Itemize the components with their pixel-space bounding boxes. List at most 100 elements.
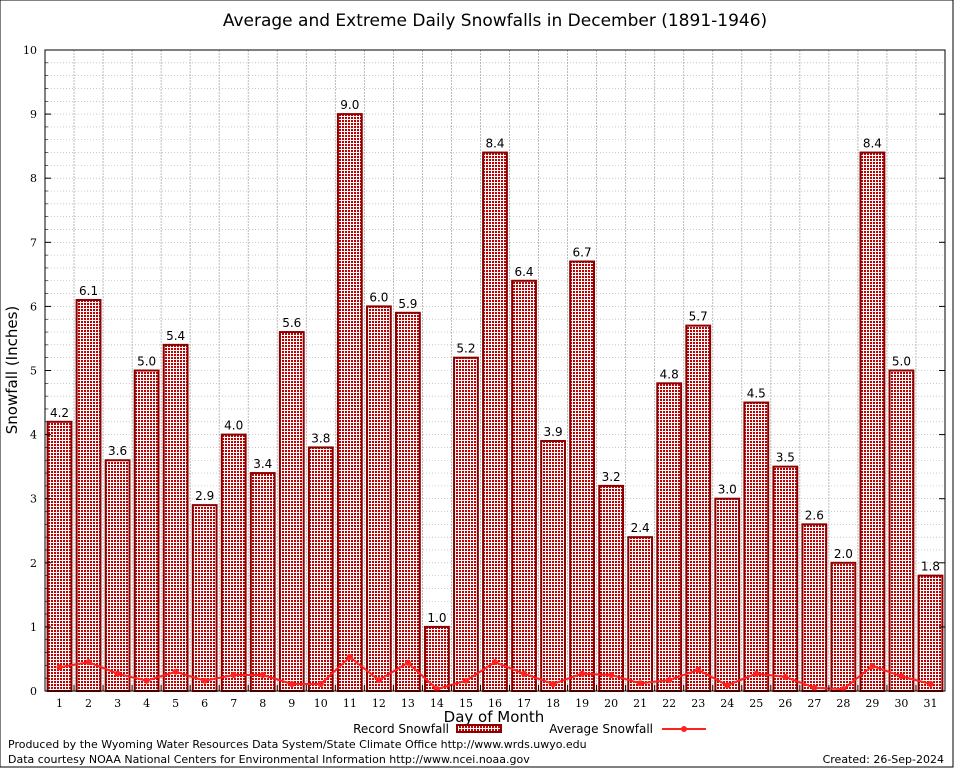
x-tick-label: 5 [172, 697, 179, 710]
x-tick-label: 29 [865, 697, 879, 710]
bar-label: 5.0 [137, 355, 156, 369]
average-point [375, 677, 382, 684]
bar-label: 3.9 [544, 425, 563, 439]
x-tick-label: 19 [575, 697, 589, 710]
average-point [782, 673, 789, 680]
average-point [579, 670, 586, 677]
bar-label: 8.4 [485, 137, 504, 151]
average-point [492, 659, 498, 666]
y-tick-label: 2 [30, 557, 37, 570]
x-tick-label: 6 [201, 697, 208, 710]
x-tick-label: 16 [488, 697, 502, 710]
bar-record [511, 279, 537, 692]
average-point [462, 677, 469, 684]
bar-label: 2.6 [805, 508, 824, 522]
bar-label: 3.5 [776, 451, 795, 465]
bar-record [627, 536, 654, 692]
y-tick-label: 10 [23, 44, 37, 57]
x-tick-label: 18 [546, 697, 560, 710]
average-point [404, 659, 411, 666]
bar-label: 6.4 [514, 265, 533, 279]
x-tick-label: 31 [923, 697, 937, 710]
x-tick-label: 17 [517, 697, 531, 710]
bar-label: 2.9 [195, 489, 214, 503]
bar-record [365, 305, 392, 692]
average-point [230, 671, 237, 678]
average-point [346, 654, 353, 661]
x-tick-label: 4 [143, 697, 150, 710]
average-point [143, 677, 150, 684]
footer-producer: Produced by the Wyoming Water Resources … [8, 738, 587, 751]
bar-record [859, 151, 886, 692]
x-tick-label: 2 [85, 697, 92, 710]
y-tick-label: 0 [30, 685, 37, 698]
x-tick-label: 14 [430, 697, 444, 710]
average-point [317, 680, 324, 687]
bar-label: 3.2 [602, 470, 621, 484]
x-tick-label: 1 [56, 697, 63, 710]
y-tick-label: 8 [30, 172, 37, 185]
x-tick-label: 8 [259, 697, 266, 710]
average-point [172, 668, 179, 675]
bar-label: 6.1 [79, 284, 98, 298]
average-point [85, 659, 92, 666]
y-tick-label: 9 [30, 108, 37, 121]
average-point [869, 663, 876, 670]
bar-record [336, 113, 363, 693]
bar-record [656, 382, 683, 692]
bar-record [395, 311, 421, 692]
bar-label: 3.6 [108, 444, 127, 458]
bar-label: 5.2 [456, 342, 475, 356]
y-tick-label: 5 [30, 365, 37, 378]
bar-record [278, 331, 305, 692]
bar-label: 4.8 [660, 367, 679, 381]
bar-label: 4.5 [747, 387, 766, 401]
y-tick-label: 1 [30, 621, 37, 634]
legend-record-label: Record Snowfall [353, 722, 449, 736]
x-tick-label: 15 [459, 697, 473, 710]
x-tick-label: 23 [691, 697, 705, 710]
x-tick-label: 25 [749, 697, 763, 710]
bar-record [772, 465, 799, 692]
bar-label: 5.9 [398, 297, 417, 311]
x-tick-label: 11 [343, 697, 357, 710]
legend-average-label: Average Snowfall [549, 722, 653, 736]
legend-average-marker [681, 726, 687, 732]
average-point [201, 677, 208, 684]
average-point [695, 666, 702, 673]
bar-record [482, 151, 508, 692]
x-tick-label: 10 [314, 697, 328, 710]
footer-source: Data courtesy NOAA National Centers for … [8, 753, 530, 766]
footer-created: Created: 26-Sep-2024 [823, 753, 944, 766]
average-point [521, 670, 528, 677]
legend: Record Snowfall Average Snowfall [353, 722, 706, 736]
bar-label: 3.4 [253, 457, 272, 471]
bar-record [249, 472, 276, 692]
y-tick-label: 6 [30, 300, 37, 313]
average-point [56, 664, 63, 671]
x-axis-label: Day of Month [444, 708, 545, 726]
bar-record [888, 369, 915, 692]
bar-label: 3.0 [718, 483, 737, 497]
bar-record [743, 401, 770, 692]
bar-record [162, 343, 189, 692]
x-tick-label: 12 [372, 697, 386, 710]
average-point [898, 673, 905, 680]
x-tick-label: 21 [633, 697, 647, 710]
x-tick-label: 30 [894, 697, 908, 710]
average-point [259, 671, 266, 678]
x-tick-label: 28 [836, 697, 850, 710]
x-tick-label: 22 [662, 697, 676, 710]
bar-record [569, 260, 595, 692]
bar-label: 6.7 [573, 246, 592, 260]
bar-record [220, 433, 247, 692]
bar-record [133, 369, 160, 692]
bar-record [917, 574, 944, 692]
y-axis-label: Snowfall (Inches) [3, 306, 21, 434]
bar-record [104, 459, 131, 692]
average-point [753, 670, 760, 677]
bar-label: 5.7 [689, 310, 708, 324]
bar-label: 2.4 [631, 521, 650, 535]
bar-record [540, 440, 566, 693]
